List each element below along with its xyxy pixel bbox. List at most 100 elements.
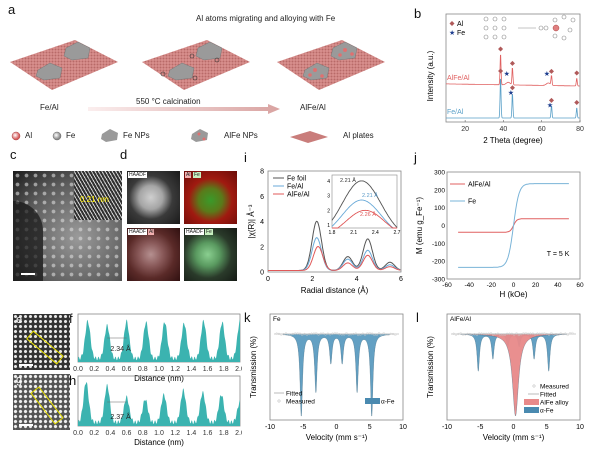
y-tick-label: -100 [432, 241, 445, 248]
x-tick-label: 1.8 [219, 366, 229, 373]
x-tick-label: 0.0 [73, 430, 83, 437]
lattice-atom [544, 26, 548, 30]
inset-y-tick: 2 [327, 208, 330, 214]
legend-label: AlFe alloy [540, 400, 569, 407]
eds-tag: Al [148, 229, 154, 235]
x-tick-label: 10 [576, 424, 584, 431]
eds-tile-haadf: HAADF [127, 171, 180, 224]
x-tick-label: 0.6 [122, 430, 132, 437]
x-tick-label: 40 [554, 282, 562, 289]
x-tick-label: 0.4 [106, 366, 116, 373]
stem-image-e: e [13, 314, 70, 370]
legend-alfe-nps: AlFe NPs [224, 131, 258, 140]
line-profile-box [26, 330, 64, 364]
legend-fe: Fe [66, 131, 75, 140]
al-marker [574, 100, 579, 105]
stem-image-c: 0.21 nm [13, 171, 122, 281]
inset-annotation: 2.21 Å [340, 177, 356, 184]
x-tick-label: -40 [464, 282, 474, 289]
x-tick-label: 1.6 [203, 430, 213, 437]
alfe-nps-icon [191, 129, 208, 142]
legend-label: Fe foil [287, 176, 307, 183]
legend-al-marker [450, 21, 455, 26]
calcination-label: 550 °C calcination [136, 97, 201, 106]
x-tick-label: 0 [512, 424, 516, 431]
inset-y-tick: 4 [327, 179, 330, 185]
lattice-atom [493, 17, 497, 21]
y-axis-label: Intensity (a.u.) [426, 50, 435, 101]
series-line [268, 238, 400, 271]
lattice-atom [493, 35, 497, 39]
al-marker [574, 71, 579, 76]
fe-marker: ★ [544, 70, 550, 78]
fe-marker: ★ [504, 70, 510, 78]
panel-f-label: f [70, 312, 73, 326]
spacing-annotation: 2.34 Å [110, 344, 131, 353]
al-marker [498, 69, 503, 74]
lattice-atom [484, 17, 488, 21]
al-marker [510, 61, 515, 66]
legend-label: Fitted [540, 392, 557, 399]
x-tick-label: 0.2 [89, 430, 99, 437]
fe-marker: ★ [547, 101, 553, 109]
lattice-atom [539, 26, 543, 30]
inset-y-tick: 3 [327, 194, 330, 200]
lattice-atom [502, 35, 506, 39]
panel-e-label: e [16, 314, 22, 326]
chart-b: 20 40 60 80 2 Theta (degree) Intensity (a.u.)… [400, 0, 600, 150]
x-tick-label: 1.2 [170, 430, 180, 437]
x-tick-label: -10 [265, 424, 275, 431]
chart-j: -60 -40 -20 0 20 40 60-300-200-1000100200300H … [410, 150, 600, 302]
lattice-atom [562, 15, 566, 19]
legend-fe-label: Fe [457, 30, 465, 37]
chart-h: 0.0 0.2 0.4 0.6 0.8 1.0 1.2 1.4 1.6 1.8 2.0 Distanc… [70, 374, 242, 454]
x-tick-label: 0 [512, 282, 516, 289]
lattice-atom [493, 26, 497, 30]
panel-d-label: d [120, 147, 127, 162]
x-tick-label: 5 [545, 424, 549, 431]
hrtem-inset: 0.21 nm [74, 171, 122, 220]
eds-tag: Fe [193, 172, 201, 178]
legend-label: Fe [468, 199, 476, 206]
x-tick-label: 0.2 [89, 366, 99, 373]
lattice-spacing-label: 0.21 nm [80, 195, 109, 204]
intensity-profile [78, 382, 240, 426]
legend-label: AlFe/Al [468, 182, 491, 189]
x-axis-label: Distance (nm) [134, 438, 184, 447]
x-tick-label: 10 [399, 424, 407, 431]
x-tick-label: 0.4 [106, 430, 116, 437]
x-tick-label: 1.0 [154, 366, 164, 373]
legend-label: Fitted [286, 391, 303, 398]
stem-image-g: g [13, 374, 70, 430]
y-tick-label: 2 [260, 244, 264, 251]
x-tick-label: 0.8 [138, 430, 148, 437]
lattice-atom [484, 35, 488, 39]
x-tick-label: 4 [355, 276, 359, 283]
lattice-atom [502, 26, 506, 30]
series-label: AlFe/Al [447, 75, 470, 82]
legend-label: α-Fe [540, 408, 554, 415]
eds-tile-haadf-fe: HAADF Fe [184, 228, 237, 281]
panel-h-label: h [70, 374, 76, 388]
line-profile-box [30, 386, 63, 424]
panel-c-label: c [10, 147, 17, 162]
x-tick-label: -10 [442, 424, 452, 431]
spacing-annotation: 2.37 Å [110, 412, 131, 421]
x-axis-label: 2 Theta (degree) [483, 136, 543, 145]
lattice-atom [502, 17, 506, 21]
x-tick-label: 0.8 [138, 366, 148, 373]
inset-annotation: 2.26 Å [360, 211, 376, 218]
y-tick-label: 0 [441, 223, 445, 230]
eds-tile-haadf-al: HAADF Al [127, 228, 180, 281]
panel-a-schematic [0, 0, 400, 150]
scale-bar [19, 424, 33, 426]
eds-tag: HAADF [185, 229, 204, 235]
y-tick-label: 4 [260, 219, 264, 226]
sample-label: Fe [273, 316, 281, 323]
scale-bar [21, 273, 35, 275]
fe-atom-icon [53, 132, 61, 140]
x-axis-label: Velocity (mm s⁻¹) [483, 433, 545, 442]
x-tick-label: 0.0 [73, 366, 83, 373]
chart-k: -10 -5 0 5 10Velocity (mm s⁻¹)Transmission (… [240, 300, 415, 454]
series-label: Fe/Al [447, 109, 464, 116]
